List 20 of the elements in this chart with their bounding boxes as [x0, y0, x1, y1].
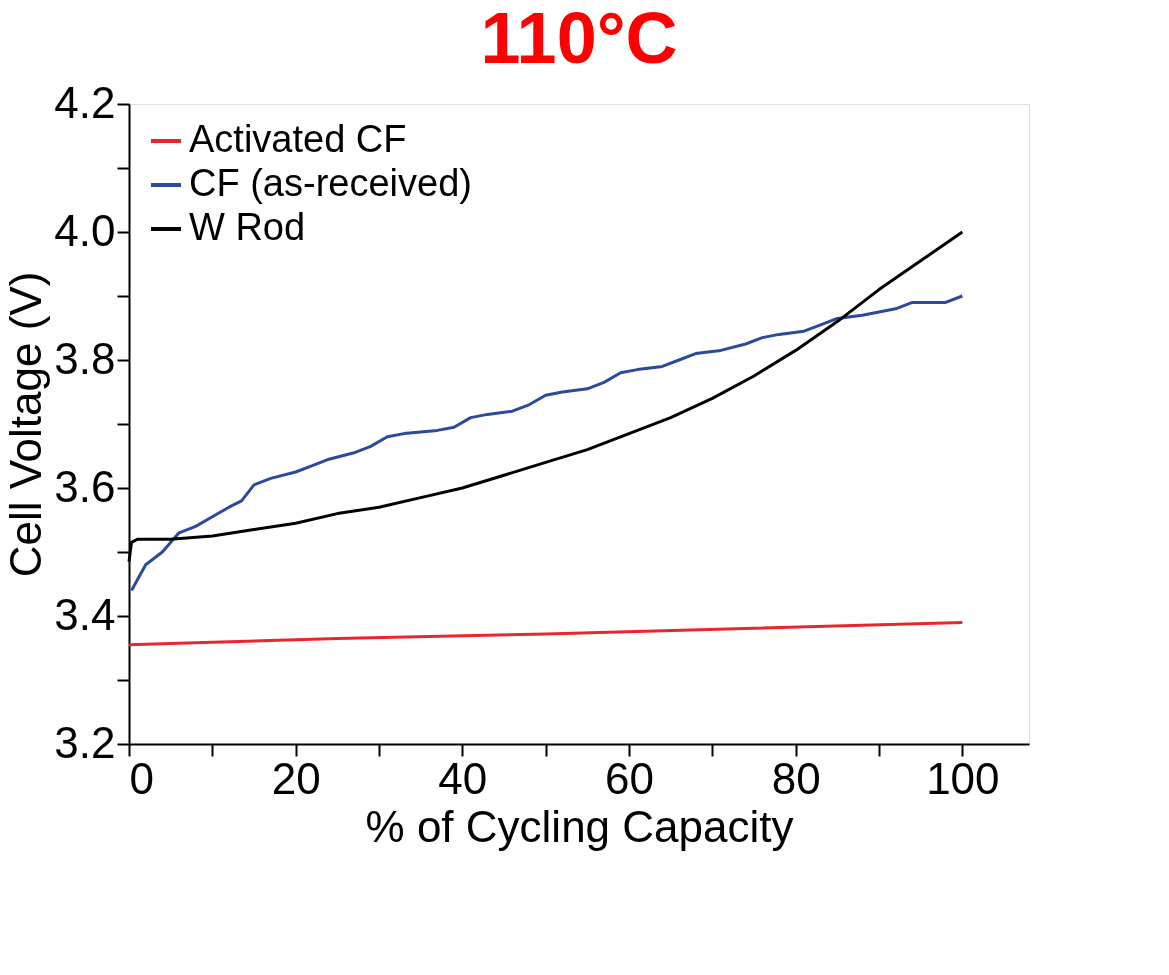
x-tick-label: 0: [129, 753, 154, 803]
y-tick-label: 3.4: [54, 589, 116, 639]
x-tick-label: 20: [271, 753, 321, 803]
line-series: [130, 294, 964, 592]
x-axis-title: % of Cycling Capacity: [365, 801, 794, 851]
y-tick-label: 3.6: [54, 461, 116, 511]
y-tick-label: 3.2: [54, 717, 116, 767]
y-tick-label: 3.8: [54, 333, 116, 383]
legend-label: CF (as-received): [189, 162, 472, 204]
line-series: [127, 620, 964, 647]
y-tick-label: 4.2: [54, 77, 116, 127]
x-tick-label: 100: [926, 753, 1000, 803]
legend-label: W Rod: [189, 206, 306, 248]
chart-title: 110°C: [480, 0, 678, 78]
x-tick-label: 60: [605, 753, 654, 803]
legend-label: Activated CF: [189, 118, 407, 160]
y-tick-label: 4.0: [54, 205, 116, 255]
y-axis-title: Cell Voltage (V): [1, 271, 51, 578]
x-tick-label: 80: [771, 753, 821, 803]
x-tick-label: 40: [438, 753, 488, 803]
